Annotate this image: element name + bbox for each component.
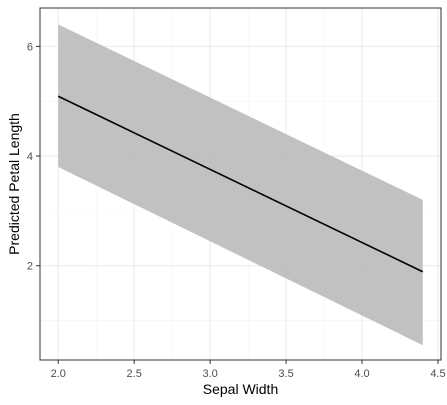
panel-border — [39, 7, 442, 361]
x-tick-label: 2.0 — [51, 368, 66, 380]
x-tick-label: 4.0 — [354, 368, 369, 380]
y-axis-label: Predicted Petal Length — [6, 113, 22, 255]
x-tick-label: 4.5 — [430, 368, 445, 380]
y-tick-label: 6 — [27, 41, 33, 53]
prediction-line — [57, 95, 424, 273]
y-axis: 2 4 6 — [27, 41, 40, 273]
x-axis-label: Sepal Width — [203, 381, 278, 397]
x-tick-label: 2.5 — [127, 368, 142, 380]
y-tick-label: 2 — [27, 261, 33, 273]
x-axis: 2.0 2.5 3.0 3.5 4.0 4.5 — [51, 360, 446, 380]
plot-layer — [57, 24, 424, 346]
x-tick-label: 3.0 — [202, 368, 217, 380]
x-tick-label: 3.5 — [278, 368, 293, 380]
y-tick-label: 4 — [27, 151, 33, 163]
